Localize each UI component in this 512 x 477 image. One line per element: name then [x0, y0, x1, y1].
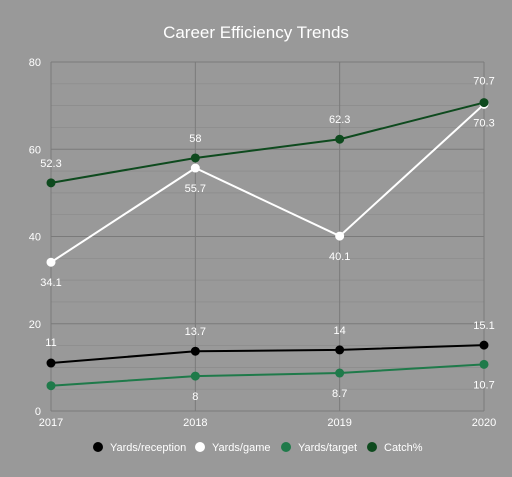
- data-label: 70.3: [473, 117, 494, 129]
- data-point: [479, 340, 489, 350]
- x-tick-label: 2017: [39, 417, 63, 429]
- data-point: [335, 345, 345, 355]
- data-point: [190, 346, 200, 356]
- legend-label: Yards/game: [212, 442, 271, 454]
- data-label: 8.7: [332, 388, 347, 400]
- data-point: [46, 381, 56, 391]
- data-labels: 11 13.7 14 15.1 34.1 55.7 40.1 70.3 8 8.7 10.7 52.3…: [40, 76, 494, 404]
- data-label: 34.1: [40, 277, 61, 289]
- y-tick-label: 20: [29, 319, 41, 331]
- data-label: 52.3: [40, 158, 61, 170]
- x-tick-label: 2018: [183, 417, 207, 429]
- series-layer: [46, 98, 489, 391]
- data-label: 11: [45, 337, 56, 349]
- data-label: 58: [189, 133, 201, 145]
- legend-marker: [93, 442, 103, 452]
- legend-marker: [195, 442, 205, 452]
- data-point: [335, 231, 345, 241]
- data-label: 14: [334, 325, 346, 337]
- data-label: 8: [192, 391, 198, 403]
- legend-label: Yards/target: [298, 442, 357, 454]
- data-point: [46, 358, 56, 368]
- data-label: 62.3: [329, 114, 350, 126]
- data-label: 40.1: [329, 251, 350, 263]
- data-point: [335, 368, 345, 378]
- axes: 0 20 40 60 80 2017 2018 2019 2020: [29, 57, 496, 429]
- data-point: [335, 134, 345, 144]
- data-label: 70.7: [473, 76, 494, 88]
- series-line: [50, 363, 485, 387]
- y-tick-label: 40: [29, 232, 41, 244]
- data-label: 10.7: [473, 379, 494, 391]
- series-line: [50, 103, 485, 264]
- x-tick-label: 2019: [327, 417, 351, 429]
- chart-title: Career Efficiency Trends: [163, 23, 349, 42]
- series-line: [50, 344, 485, 365]
- y-tick-label: 0: [35, 406, 41, 418]
- x-tick-label: 2020: [472, 417, 496, 429]
- data-point: [46, 178, 56, 188]
- series-line: [50, 101, 485, 184]
- legend-label: Yards/reception: [110, 442, 186, 454]
- data-point: [190, 163, 200, 173]
- y-tick-label: 80: [29, 57, 41, 69]
- data-label: 15.1: [473, 320, 494, 332]
- legend-label: Catch%: [384, 442, 423, 454]
- data-point: [46, 257, 56, 267]
- data-point: [479, 98, 489, 108]
- legend: Yards/reception Yards/game Yards/target Cat…: [93, 442, 423, 454]
- data-point: [479, 359, 489, 369]
- data-label: 55.7: [185, 183, 206, 195]
- y-tick-label: 60: [29, 144, 41, 156]
- legend-marker: [281, 442, 291, 452]
- data-point: [190, 153, 200, 163]
- legend-marker: [367, 442, 377, 452]
- data-point: [190, 371, 200, 381]
- data-label: 13.7: [185, 326, 206, 338]
